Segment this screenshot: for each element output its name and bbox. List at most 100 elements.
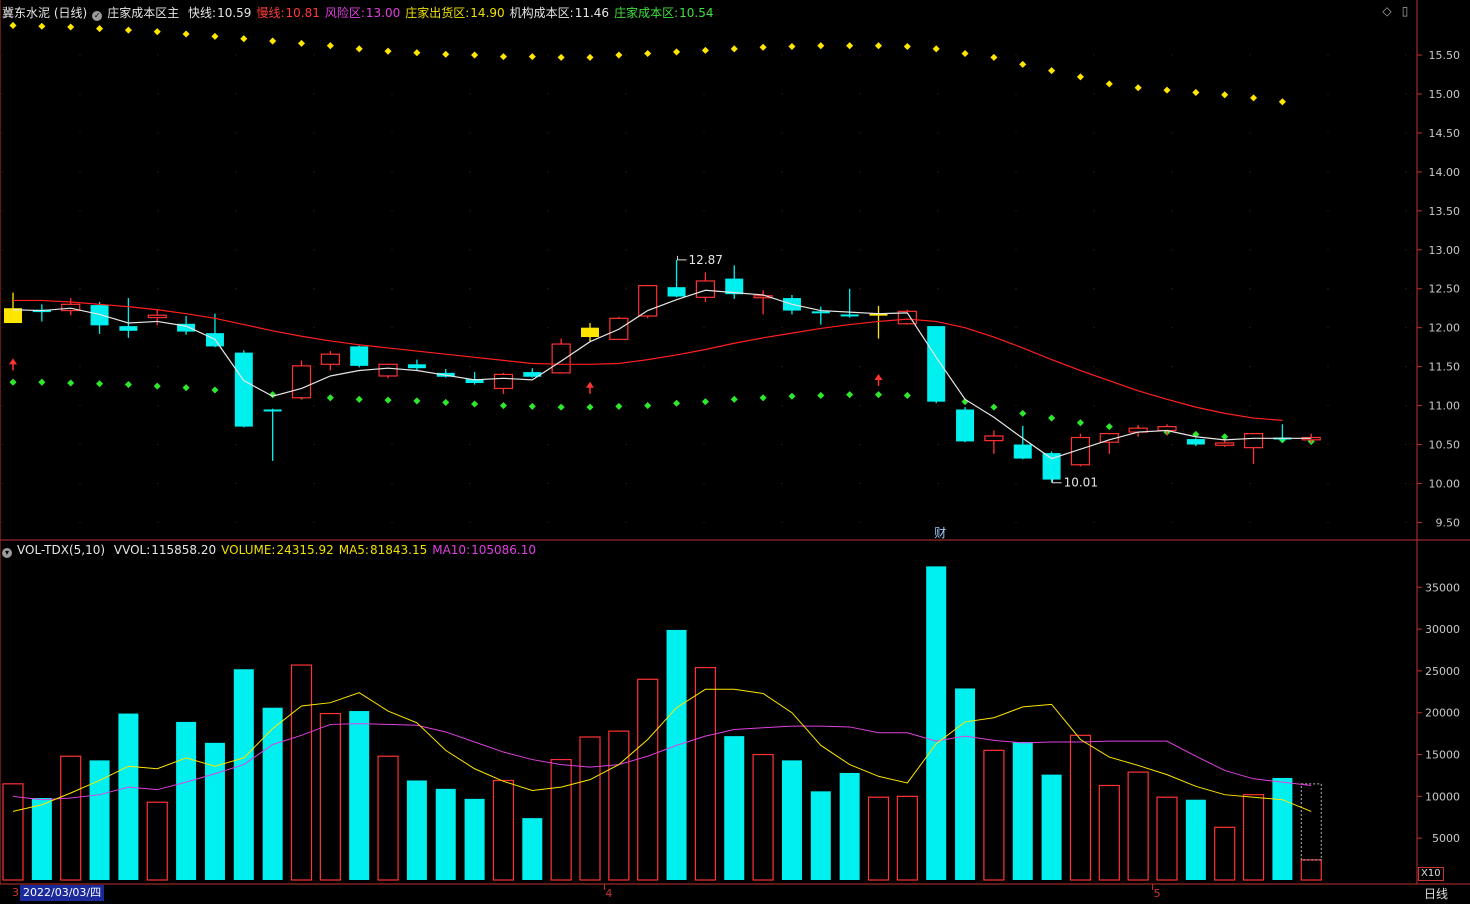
header-item-value: 10.81 [285, 6, 320, 20]
grid-dot [1, 404, 3, 407]
grid-dot [1171, 132, 1173, 134]
indicator-values: 快线:10.59 慢线:10.81 风险区:13.00 庄家出货区:14.90 机构成本… [188, 6, 718, 20]
volume-panel-header: ▾ VOL-TDX(5,10) VVOL:115858.20 VOLUME:2431… [2, 541, 546, 559]
candle [1070, 433, 1091, 467]
header-item-2: 风险区:13.00 [325, 6, 400, 20]
volume-bar [204, 742, 225, 880]
vol-item-3: MA10:105086.10 [432, 543, 536, 557]
grid-dot [1, 482, 3, 485]
grid-dot [313, 521, 315, 524]
collapse-icon[interactable]: ▯ [1401, 4, 1409, 18]
grid-dot [781, 93, 783, 95]
vol-item-value: 105086.10 [471, 543, 537, 557]
grid-dot [157, 132, 159, 134]
chengben-dot [153, 382, 161, 390]
vol-tick-label: 10000 [1425, 790, 1460, 803]
volume-bar [262, 707, 283, 880]
grid-dot [313, 93, 315, 95]
candle [234, 350, 253, 428]
candle [263, 408, 282, 461]
volume-bar [1012, 742, 1033, 880]
grid-dot [1093, 521, 1095, 524]
slow-line [13, 299, 1283, 421]
grid-dot [1171, 249, 1173, 251]
volume-bar [31, 798, 52, 880]
chuhuo-dot [240, 35, 248, 43]
candle-body [1186, 439, 1205, 445]
grid-dot [781, 521, 783, 524]
price-tick-label: 9.50 [1436, 516, 1461, 529]
grid-dot [937, 54, 939, 56]
chengben-dot [96, 380, 104, 388]
grid-dot [1015, 366, 1017, 368]
chengben-dot [269, 391, 277, 399]
grid-dot [157, 521, 159, 524]
volume-bar [349, 711, 370, 880]
volume-bar [435, 788, 456, 880]
grid-dot [313, 404, 315, 407]
candle [667, 259, 686, 298]
indicator-menu-icon[interactable]: ✓ [92, 11, 103, 21]
chengben-dot [1048, 414, 1056, 422]
chengben-dot [701, 398, 709, 406]
grid-dot [313, 249, 315, 251]
grid-dot [79, 210, 81, 212]
vol-item-label: VOLUME: [221, 543, 276, 557]
grid-dot [1, 171, 3, 173]
grid-dot [625, 171, 627, 173]
vol-item-2: MA5:81843.15 [339, 543, 428, 557]
diamond-icon[interactable]: ◇ [1382, 4, 1392, 18]
grid-dot [703, 482, 705, 485]
volume-bar [955, 688, 976, 880]
price-tick-label: 12.00 [1429, 322, 1461, 335]
chuhuo-dot [1278, 98, 1286, 106]
grid-dot [547, 132, 549, 134]
candle [320, 351, 340, 371]
grid-dot [1171, 366, 1173, 368]
grid-dot [937, 93, 939, 95]
vol-item-0: VVOL:115858.20 [114, 543, 216, 557]
grid-dot [313, 482, 315, 485]
candle [811, 306, 830, 325]
grid-dot [1015, 249, 1017, 251]
candle-body [177, 323, 196, 332]
month-label: 5 [1154, 887, 1161, 900]
grid-dot [1405, 327, 1407, 329]
grid-dot [157, 210, 159, 212]
grid-dot [79, 521, 81, 524]
vol-tick-label: 5000 [1432, 832, 1460, 845]
volume-bar [983, 749, 1005, 881]
grid-dot [781, 210, 783, 212]
indicator-name: 庄家成本区主 [107, 6, 180, 20]
price-tick-label: 13.50 [1429, 205, 1461, 218]
grid-dot [1171, 93, 1173, 95]
header-item-value: 11.46 [574, 6, 610, 20]
grid-dot [1405, 482, 1407, 485]
candle [956, 407, 975, 443]
grid-dot [1327, 521, 1329, 524]
volume-bar [1098, 784, 1120, 881]
candle-body [493, 373, 514, 390]
chuhuo-dot [615, 51, 623, 59]
grid-dot [703, 366, 705, 368]
grid-dot [235, 249, 237, 251]
price-tick-label: 15.00 [1429, 88, 1461, 101]
grid-dot [1015, 171, 1017, 173]
vol-menu-icon[interactable]: ▾ [2, 548, 12, 558]
grid-dot [1, 327, 3, 329]
grid-dot [469, 249, 471, 251]
grid-dot [235, 288, 237, 290]
chengben-dot [673, 399, 681, 407]
period-label[interactable]: 日线 [1424, 887, 1449, 901]
candle [493, 372, 514, 394]
volume-values: VVOL:115858.20 VOLUME:24315.92 MA5:81843.1… [114, 543, 541, 557]
grid-dot [1405, 288, 1407, 290]
chuhuo-dot [990, 53, 998, 61]
grid-dot [1249, 210, 1251, 212]
candle [869, 305, 888, 339]
price-tick-label: 11.50 [1429, 361, 1461, 374]
chuhuo-dot [961, 49, 969, 58]
grid-dot [625, 521, 627, 524]
chengben-dot [817, 391, 825, 399]
